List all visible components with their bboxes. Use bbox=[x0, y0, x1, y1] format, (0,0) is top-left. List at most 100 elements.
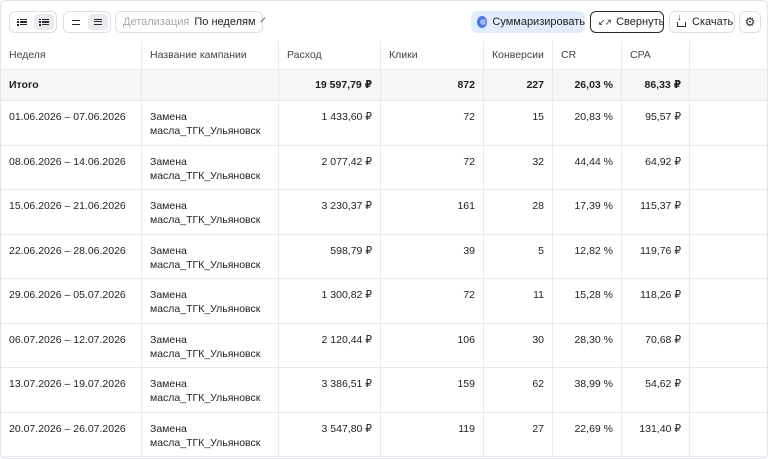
total-row: Итого 19 597,79 ₽ 872 227 26,03 % 86,33 … bbox=[1, 70, 767, 101]
cpa-cell: 119,76 ₽ bbox=[622, 234, 690, 278]
header-clicks[interactable]: Клики bbox=[381, 41, 484, 69]
collapse-button[interactable]: ↙↗ Свернуть bbox=[590, 11, 664, 33]
settings-button[interactable]: ⚙ bbox=[739, 11, 761, 33]
header-spend[interactable]: Расход bbox=[279, 41, 381, 69]
cpa-cell: 131,40 ₽ bbox=[622, 412, 690, 456]
campaign-name-line2: масла_ТГК_Ульяновск bbox=[150, 303, 261, 315]
cpa-cell: 70,68 ₽ bbox=[622, 323, 690, 367]
table-row: 01.06.2026 – 07.06.2026 Замена масла_ТГК… bbox=[1, 101, 767, 146]
cr-cell: 28,30 % bbox=[553, 323, 622, 367]
cpa-cell: 95,57 ₽ bbox=[622, 101, 690, 145]
header-week[interactable]: Неделя bbox=[1, 41, 142, 69]
sparse-rows-icon bbox=[72, 19, 80, 25]
campaign-name-line1: Замена bbox=[150, 200, 187, 212]
total-conversions: 227 bbox=[484, 70, 553, 100]
empty-cell bbox=[690, 324, 767, 368]
campaign-name-line2: масла_ТГК_Ульяновск bbox=[150, 169, 261, 182]
spend-cell: 3 547,80 ₽ bbox=[279, 412, 381, 456]
summarize-button[interactable]: Суммаризировать bbox=[471, 11, 585, 33]
table-header: Неделя Название кампании Расход Клики Ко… bbox=[1, 41, 767, 70]
campaign-cell: Замена масла_ТГК_Ульяновск bbox=[142, 412, 279, 456]
empty-cell bbox=[690, 101, 767, 145]
download-icon bbox=[677, 13, 686, 27]
header-cr[interactable]: CR bbox=[553, 41, 622, 69]
download-button[interactable]: Скачать bbox=[669, 11, 735, 33]
campaign-name-line1: Замена bbox=[150, 422, 187, 435]
campaign-cell: Замена масла_ТГК_Ульяновск bbox=[142, 190, 279, 234]
week-cell: 08.06.2026 – 14.06.2026 bbox=[1, 145, 142, 189]
spend-cell: 1 433,60 ₽ bbox=[279, 101, 381, 145]
empty-cell bbox=[690, 413, 767, 457]
header-conversions[interactable]: Конверсии bbox=[484, 41, 553, 69]
stats-table: Неделя Название кампании Расход Клики Ко… bbox=[1, 41, 767, 457]
empty-cell bbox=[690, 368, 767, 412]
view-expanded-button[interactable] bbox=[34, 14, 54, 30]
campaign-name-line2: масла_ТГК_Ульяновск bbox=[150, 436, 261, 449]
clicks-cell: 39 bbox=[381, 234, 484, 278]
cpa-cell: 118,26 ₽ bbox=[622, 279, 690, 323]
clicks-cell: 161 bbox=[381, 190, 484, 234]
cpa-cell: 64,92 ₽ bbox=[622, 145, 690, 189]
conversions-cell: 27 bbox=[484, 412, 553, 456]
table-row: 29.06.2026 – 05.07.2026 Замена масла_ТГК… bbox=[1, 279, 767, 324]
spend-cell: 2 120,44 ₽ bbox=[279, 323, 381, 367]
conversions-cell: 28 bbox=[484, 190, 553, 234]
conversions-cell: 15 bbox=[484, 101, 553, 145]
collapse-label: Свернуть bbox=[616, 16, 665, 28]
spend-cell: 598,79 ₽ bbox=[279, 234, 381, 278]
campaign-name-line1: Замена bbox=[150, 244, 187, 257]
header-cpa[interactable]: CPA bbox=[622, 41, 690, 69]
header-campaign[interactable]: Название кампании bbox=[142, 41, 279, 69]
table-row: 08.06.2026 – 14.06.2026 Замена масла_ТГК… bbox=[1, 145, 767, 190]
conversions-cell: 30 bbox=[484, 323, 553, 367]
week-cell: 13.07.2026 – 19.07.2026 bbox=[1, 368, 142, 412]
campaign-name-line2: масла_ТГК_Ульяновск bbox=[150, 392, 261, 404]
cpa-cell: 115,37 ₽ bbox=[622, 190, 690, 234]
total-cpa: 86,33 ₽ bbox=[622, 70, 690, 100]
campaign-cell: Замена масла_ТГК_Ульяновск bbox=[142, 323, 279, 367]
header-empty bbox=[690, 41, 767, 69]
week-cell: 20.07.2026 – 26.07.2026 bbox=[1, 412, 142, 456]
total-campaign bbox=[142, 70, 279, 100]
conversions-cell: 32 bbox=[484, 145, 553, 189]
table-row: 20.07.2026 – 26.07.2026 Замена масла_ТГК… bbox=[1, 412, 767, 457]
cpa-cell: 54,62 ₽ bbox=[622, 368, 690, 412]
chevron-down-icon bbox=[259, 17, 265, 23]
density-sparse-button[interactable] bbox=[66, 14, 86, 30]
campaign-name-line1: Замена bbox=[150, 289, 187, 301]
campaign-name-line1: Замена bbox=[150, 111, 187, 123]
density-dense-button[interactable] bbox=[88, 14, 108, 30]
table-row: 06.07.2026 – 12.07.2026 Замена масла_ТГК… bbox=[1, 323, 767, 368]
row-density-switch bbox=[63, 11, 111, 33]
clicks-cell: 72 bbox=[381, 145, 484, 189]
toolbar: Детализация По неделям Суммаризировать ↙… bbox=[1, 1, 767, 41]
campaign-name-line1: Замена bbox=[150, 378, 187, 390]
compact-list-icon bbox=[17, 18, 27, 26]
cr-cell: 15,28 % bbox=[553, 279, 622, 323]
table-row: 22.06.2026 – 28.06.2026 Замена масла_ТГК… bbox=[1, 234, 767, 279]
detail-select[interactable]: Детализация По неделям bbox=[115, 11, 265, 33]
clicks-cell: 72 bbox=[381, 279, 484, 323]
table-body: 01.06.2026 – 07.06.2026 Замена масла_ТГК… bbox=[1, 101, 767, 457]
conversions-cell: 11 bbox=[484, 279, 553, 323]
empty-cell bbox=[690, 190, 767, 234]
cr-cell: 22,69 % bbox=[553, 412, 622, 456]
table-row: 13.07.2026 – 19.07.2026 Замена масла_ТГК… bbox=[1, 368, 767, 413]
view-compact-button[interactable] bbox=[12, 14, 32, 30]
total-label: Итого bbox=[1, 70, 142, 100]
clicks-cell: 119 bbox=[381, 412, 484, 456]
week-cell: 01.06.2026 – 07.06.2026 bbox=[1, 101, 142, 145]
summarize-label: Суммаризировать bbox=[492, 16, 585, 28]
campaign-cell: Замена масла_ТГК_Ульяновск bbox=[142, 145, 279, 189]
week-cell: 15.06.2026 – 21.06.2026 bbox=[1, 190, 142, 234]
spend-cell: 3 230,37 ₽ bbox=[279, 190, 381, 234]
campaign-cell: Замена масла_ТГК_Ульяновск bbox=[142, 101, 279, 145]
expanded-list-icon bbox=[39, 18, 49, 26]
total-empty bbox=[690, 70, 767, 100]
empty-cell bbox=[690, 235, 767, 279]
clicks-cell: 106 bbox=[381, 323, 484, 367]
detail-value: По неделям bbox=[194, 16, 256, 28]
gear-icon: ⚙ bbox=[744, 15, 756, 29]
campaign-name-line2: масла_ТГК_Ульяновск bbox=[150, 347, 261, 360]
